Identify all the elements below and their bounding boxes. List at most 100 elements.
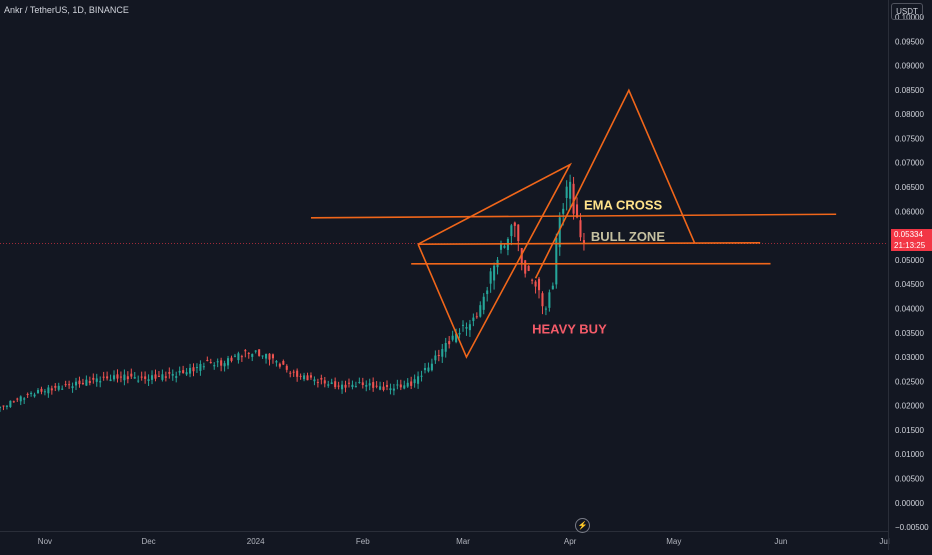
candle-body: [106, 376, 108, 378]
candle-body: [196, 367, 198, 368]
candle-body: [65, 384, 67, 385]
candle-body: [206, 360, 208, 361]
candle-body: [134, 377, 136, 378]
candle-body: [92, 378, 94, 380]
candle-body: [16, 399, 18, 400]
x-tick-label: May: [666, 537, 681, 546]
candle-body: [431, 364, 433, 371]
y-tick-label: 0.00000: [895, 499, 924, 508]
y-tick-label: 0.08500: [895, 86, 924, 95]
candle-body: [300, 376, 302, 377]
candle-body: [72, 386, 74, 388]
candle-body: [141, 377, 143, 378]
candle-body: [279, 364, 281, 367]
candle-body: [486, 290, 488, 294]
candle-body: [407, 383, 409, 387]
candle-body: [282, 361, 284, 365]
candle-body: [224, 363, 226, 366]
y-tick-label: 0.06500: [895, 183, 924, 192]
candle-body: [75, 382, 77, 386]
candle-body: [192, 367, 194, 371]
candle-body: [434, 355, 436, 360]
candle-body: [459, 333, 461, 335]
candle-body: [348, 383, 350, 384]
candle-body: [116, 374, 118, 378]
candle-body: [555, 238, 557, 285]
candle-body: [137, 381, 139, 382]
candle-body: [524, 260, 526, 273]
candle-body: [251, 354, 253, 357]
candle-body: [44, 391, 46, 392]
candle-body: [341, 385, 343, 390]
y-tick-label: 0.08000: [895, 110, 924, 119]
candle-body: [338, 386, 340, 387]
annotation-heavy-buy: HEAVY BUY: [532, 321, 607, 336]
y-tick-label: 0.00500: [895, 475, 924, 484]
candle-body: [127, 376, 129, 379]
candle-body: [331, 382, 333, 384]
candle-body: [538, 279, 540, 290]
candle-body: [213, 365, 215, 366]
candle-body: [6, 406, 8, 407]
candle-body: [355, 386, 357, 387]
candle-body: [82, 383, 84, 384]
candle-body: [310, 375, 312, 377]
candle-body: [182, 370, 184, 373]
candle-body: [20, 396, 22, 401]
candle-body: [503, 246, 505, 248]
y-tick-label: 0.01000: [895, 450, 924, 459]
candle-body: [85, 380, 87, 386]
candle-body: [40, 389, 42, 392]
x-tick-label: Jun: [774, 537, 787, 546]
y-tick-label: 0.02000: [895, 402, 924, 411]
candle-body: [327, 384, 329, 385]
candle-body: [438, 355, 440, 356]
last-price-value: 0.05334: [894, 229, 932, 240]
annotation-bull-zone: BULL ZONE: [591, 229, 665, 244]
candle-body: [234, 356, 236, 357]
currency-selector[interactable]: USDT: [891, 3, 923, 20]
candle-body: [189, 368, 191, 374]
candle-body: [579, 220, 581, 237]
candle-body: [483, 297, 485, 310]
candle-body: [9, 401, 11, 407]
candle-body: [293, 372, 295, 373]
candle-body: [58, 386, 60, 390]
candle-body: [386, 385, 388, 387]
candle-body: [514, 223, 516, 226]
candle-body: [161, 374, 163, 380]
candle-body: [210, 362, 212, 363]
candle-body: [324, 380, 326, 383]
candle-body: [255, 350, 257, 351]
tradingview-logo-icon[interactable]: ⚡: [575, 518, 590, 533]
candle-body: [148, 379, 150, 381]
candle-body: [110, 380, 112, 382]
candle-body: [2, 406, 4, 407]
candle-body: [34, 394, 36, 396]
candle-body: [541, 293, 543, 306]
candle-body: [400, 384, 402, 387]
candle-body: [199, 364, 201, 371]
candle-body: [358, 382, 360, 383]
candle-body: [417, 376, 419, 383]
candle-body: [427, 368, 429, 372]
candle-body: [583, 240, 585, 243]
candle-body: [0, 407, 1, 408]
candle-body: [476, 316, 478, 317]
candle-body: [96, 378, 98, 381]
candle-body: [78, 381, 80, 385]
y-tick-label: −0.00500: [895, 523, 929, 532]
candle-body: [562, 209, 564, 214]
candle-body: [158, 376, 160, 377]
candle-body: [68, 384, 70, 385]
candle-body: [462, 325, 464, 326]
candle-body: [469, 324, 471, 330]
candle-body: [113, 375, 115, 379]
candle-body: [548, 292, 550, 308]
candle-body: [265, 354, 267, 359]
candle-body: [379, 386, 381, 389]
candle-body: [424, 368, 426, 370]
candle-body: [47, 387, 49, 393]
